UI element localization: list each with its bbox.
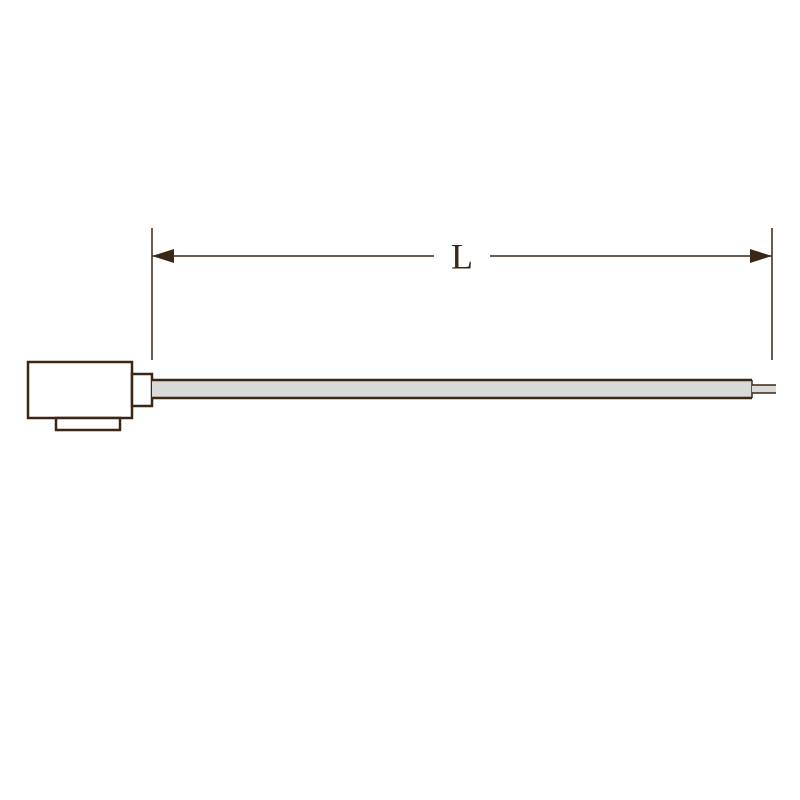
tip-fill bbox=[752, 385, 776, 393]
connector-collar bbox=[132, 374, 152, 406]
drawing-svg: L bbox=[0, 0, 800, 800]
arrowhead-right-icon bbox=[750, 249, 772, 263]
connector-body bbox=[28, 362, 132, 418]
arrowhead-left-icon bbox=[152, 249, 174, 263]
connector-latch bbox=[56, 418, 120, 430]
technical-drawing: L bbox=[0, 0, 800, 800]
cable-fill bbox=[152, 380, 752, 398]
dimension-label: L bbox=[451, 237, 473, 277]
